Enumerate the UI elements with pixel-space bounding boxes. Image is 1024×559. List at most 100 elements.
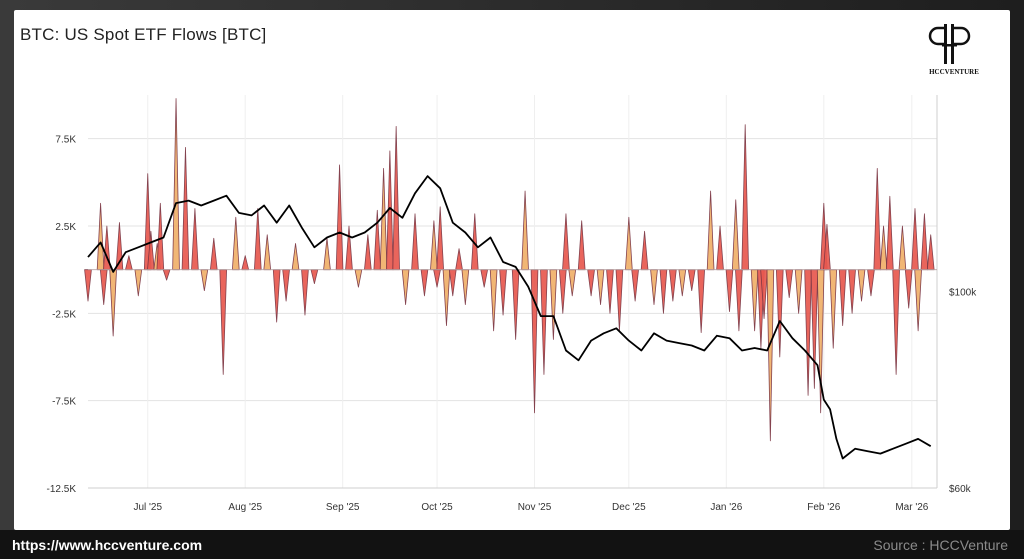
flow-bar	[109, 269, 117, 337]
flow-bar	[411, 213, 419, 271]
flow-bar	[540, 269, 548, 375]
y-tick-label: 2.5K	[55, 222, 76, 233]
flow-bar	[191, 208, 199, 271]
flow-bar	[364, 234, 372, 271]
y-tick-label: -2.5K	[52, 309, 76, 320]
flow-bar	[401, 269, 410, 305]
flow-bar	[879, 225, 888, 271]
flow-bar	[750, 269, 759, 332]
flow-bar	[848, 269, 856, 314]
flow-bar	[735, 269, 743, 332]
flow-bar	[442, 269, 451, 326]
flow-bar	[650, 269, 658, 305]
footer-bar	[0, 530, 1024, 559]
flow-bar	[181, 147, 190, 271]
flow-bar	[914, 269, 922, 332]
flow-bar	[433, 269, 441, 288]
flow-bar	[606, 269, 614, 314]
flow-bar	[241, 255, 250, 271]
flow-bar	[873, 167, 882, 271]
flow-bar	[911, 208, 919, 271]
flow-bar	[272, 269, 281, 323]
x-tick-label: Mar '26	[895, 502, 928, 513]
flow-bar	[577, 220, 586, 271]
flow-bar	[829, 269, 838, 349]
flow-bar	[706, 190, 715, 271]
flow-bar	[804, 269, 812, 396]
flow-bar	[282, 269, 290, 302]
brand-logo-text: HCCVENTURE	[929, 68, 979, 76]
y2-tick-label: $100k	[949, 288, 977, 299]
flow-bar	[716, 225, 724, 271]
flow-bar	[898, 225, 907, 271]
footer-url-link[interactable]: https://www.hccventure.com	[12, 537, 203, 553]
flow-bar	[697, 269, 705, 333]
flow-bar	[587, 269, 595, 297]
flow-bar	[254, 208, 262, 271]
flow-bar	[511, 269, 520, 340]
flow-bar	[530, 269, 539, 414]
flow-bar	[209, 237, 218, 271]
flow-bar	[625, 216, 633, 271]
flow-bar	[568, 269, 577, 297]
y-tick-label: -7.5K	[52, 397, 76, 408]
flow-bar	[725, 269, 734, 312]
flow-bar	[96, 202, 105, 271]
flow-bar	[200, 269, 209, 292]
flow-bar	[794, 269, 803, 314]
flow-bar	[886, 195, 894, 271]
flow-bar	[562, 213, 570, 271]
y-tick-label: -12.5K	[47, 484, 77, 495]
x-tick-label: Aug '25	[228, 502, 262, 513]
flow-bar	[731, 199, 740, 271]
flow-bar	[904, 269, 913, 309]
y2-tick-label: $60k	[949, 484, 972, 495]
flow-bar	[480, 269, 488, 288]
flow-bar	[99, 269, 108, 305]
flow-bar	[134, 269, 143, 297]
flow-bar	[84, 269, 92, 302]
flow-bar	[436, 206, 444, 271]
flow-bar	[420, 269, 429, 297]
y-tick-label: 7.5K	[55, 135, 76, 146]
flow-bar	[615, 269, 624, 332]
flow-bar	[354, 269, 363, 288]
flow-bar	[521, 190, 529, 271]
flow-bar	[631, 269, 639, 302]
flow-bar	[678, 269, 687, 297]
flow-bar	[335, 164, 344, 271]
x-tick-label: Feb '26	[807, 502, 840, 513]
etf-flows-chart: 7.5K 2.5K -2.5K -7.5K -12.5K Jul '25 Aug '25 Se…	[47, 95, 977, 513]
flow-bar	[785, 269, 794, 299]
flow-bar	[172, 98, 180, 271]
flow-bar	[596, 269, 605, 305]
x-tick-label: Dec '25	[612, 502, 646, 513]
flow-bar	[455, 248, 463, 271]
flow-bar	[219, 269, 228, 375]
flow-bar	[687, 269, 696, 292]
flow-bar	[640, 230, 649, 271]
flow-bar	[741, 124, 749, 271]
flow-bar	[926, 234, 935, 271]
flow-bar	[345, 225, 353, 271]
flow-bar	[310, 269, 319, 285]
flow-bar	[291, 243, 300, 271]
flow-bar	[838, 269, 847, 326]
flow-bar	[162, 269, 171, 281]
flow-bar	[263, 234, 272, 271]
flow-bar	[461, 269, 470, 305]
flow-bar	[430, 220, 438, 271]
footer-source: Source : HCCVenture	[873, 537, 1008, 553]
flow-bar	[231, 216, 240, 271]
x-tick-label: Jan '26	[710, 502, 742, 513]
flow-bar	[766, 269, 775, 442]
flow-bar	[659, 269, 668, 314]
flow-bar	[392, 126, 400, 271]
x-tick-label: Oct '25	[421, 502, 453, 513]
flow-bar	[892, 269, 900, 375]
flow-bar	[489, 269, 498, 332]
flow-bar	[810, 269, 819, 389]
flow-bar	[301, 269, 309, 316]
x-tick-label: Sep '25	[326, 502, 360, 513]
x-tick-label: Jul '25	[133, 502, 162, 513]
